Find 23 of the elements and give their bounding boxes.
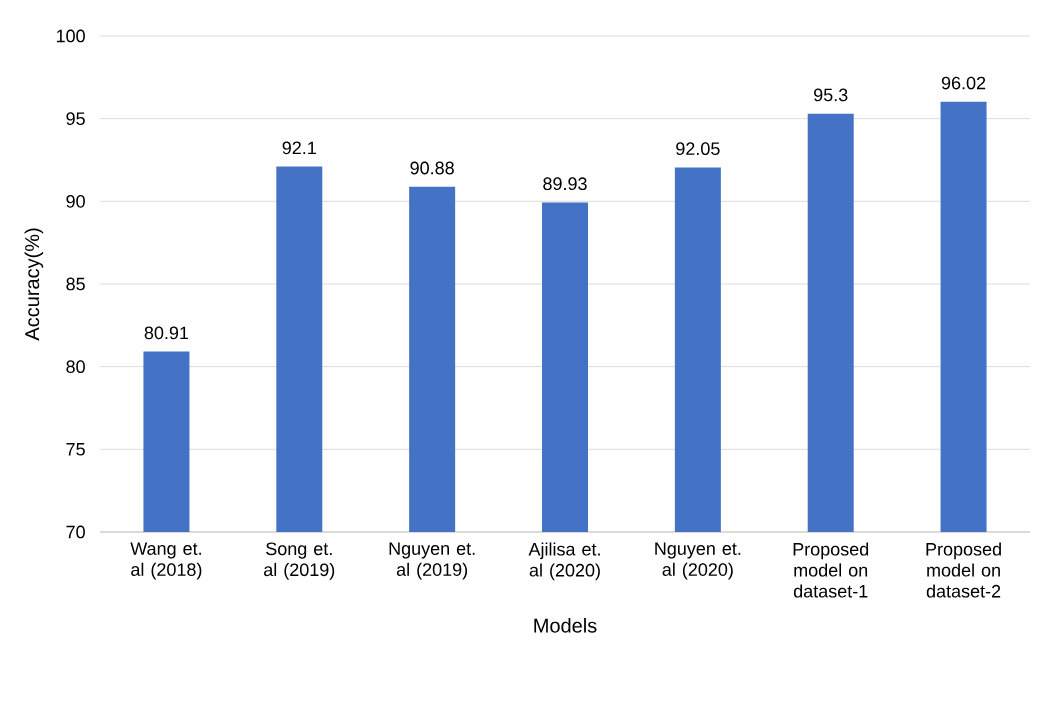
data-label: 89.93 [543, 177, 587, 191]
x-tick-label: Nguyen et. al (2020) [655, 542, 741, 580]
x-tick-label: Song et. al (2019) [264, 542, 335, 580]
x-tick-label: Proposed model on dataset-2 [926, 542, 1001, 598]
y-tick-label: 80 [66, 360, 85, 374]
y-axis-title: Accuracy(%) [24, 228, 44, 341]
data-label: 96.02 [941, 76, 986, 90]
y-tick-label: 100 [56, 29, 85, 43]
data-label: 90.88 [410, 161, 454, 175]
x-tick-label: Nguyen et. al (2019) [389, 542, 475, 580]
y-tick-label: 95 [66, 112, 85, 126]
y-tick-label: 90 [66, 194, 85, 208]
x-tick-label: Wang et. al (2018) [130, 542, 202, 580]
x-axis-title: Models [534, 618, 597, 633]
data-label: 92.05 [676, 142, 720, 156]
data-label: 80.91 [144, 326, 189, 340]
x-tick-label: Proposed model on dataset-1 [793, 542, 869, 598]
data-label: 95.3 [814, 88, 848, 102]
y-tick-label: 75 [66, 443, 85, 456]
x-tick-label: Ajilisa et. al (2020) [528, 542, 600, 581]
y-tick-label: 70 [66, 525, 85, 539]
data-label: 92.1 [282, 141, 316, 155]
y-tick-label: 85 [66, 277, 85, 291]
